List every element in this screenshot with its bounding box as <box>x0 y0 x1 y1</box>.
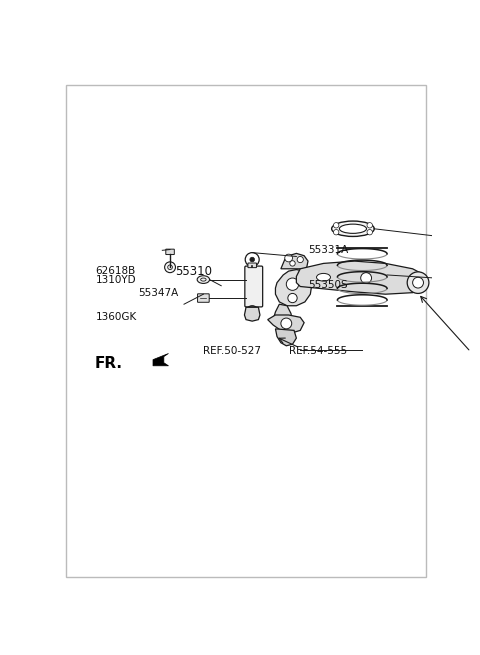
Circle shape <box>334 229 339 235</box>
Circle shape <box>367 229 372 235</box>
FancyBboxPatch shape <box>248 263 256 268</box>
Text: 55350S: 55350S <box>309 280 348 290</box>
Text: 62618B: 62618B <box>96 267 135 276</box>
Circle shape <box>334 223 339 228</box>
Polygon shape <box>273 304 292 329</box>
Text: REF.54-555: REF.54-555 <box>289 346 347 356</box>
Text: 55347A: 55347A <box>138 288 179 299</box>
Circle shape <box>286 278 299 290</box>
Circle shape <box>250 257 254 262</box>
Polygon shape <box>276 270 312 306</box>
Circle shape <box>290 261 295 266</box>
Text: REF.50-527: REF.50-527 <box>203 346 261 356</box>
Ellipse shape <box>339 224 367 233</box>
FancyBboxPatch shape <box>166 249 174 255</box>
Polygon shape <box>244 307 260 321</box>
Circle shape <box>367 223 372 228</box>
Text: FR.: FR. <box>94 356 122 371</box>
Polygon shape <box>276 329 296 346</box>
Circle shape <box>250 310 254 314</box>
Circle shape <box>297 257 303 263</box>
Text: 55331A: 55331A <box>309 245 349 255</box>
Polygon shape <box>268 315 304 333</box>
Polygon shape <box>153 354 168 365</box>
FancyBboxPatch shape <box>245 266 263 307</box>
Ellipse shape <box>316 273 330 281</box>
Polygon shape <box>296 261 426 294</box>
Circle shape <box>165 262 176 272</box>
Text: 1360GK: 1360GK <box>96 312 137 322</box>
Ellipse shape <box>197 276 210 284</box>
Circle shape <box>288 293 297 303</box>
Circle shape <box>285 254 292 262</box>
Text: 1310YD: 1310YD <box>96 275 136 286</box>
FancyBboxPatch shape <box>198 294 209 303</box>
Circle shape <box>407 272 429 293</box>
Circle shape <box>413 277 423 288</box>
Polygon shape <box>281 253 308 269</box>
Circle shape <box>360 272 372 284</box>
Circle shape <box>281 318 292 329</box>
Ellipse shape <box>332 221 374 236</box>
Text: 55310: 55310 <box>175 265 212 278</box>
